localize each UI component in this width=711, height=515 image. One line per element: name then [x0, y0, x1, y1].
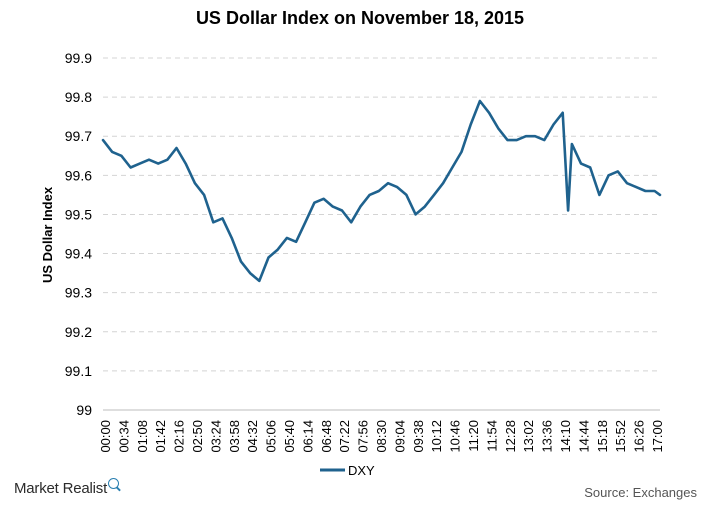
- x-tick-label: 14:44: [576, 420, 591, 453]
- x-tick-label: 07:56: [356, 420, 371, 453]
- x-tick-label: 00:34: [116, 420, 131, 453]
- x-tick-label: 02:50: [190, 420, 205, 453]
- x-tick-label: 11:54: [484, 420, 499, 452]
- y-tick-label: 99.4: [65, 246, 92, 262]
- x-tick-label: 06:48: [319, 420, 334, 453]
- x-tick-label: 17:00: [650, 420, 665, 453]
- x-tick-label: 09:04: [392, 420, 407, 453]
- x-tick-label: 16:26: [632, 420, 647, 453]
- y-tick-label: 99.8: [65, 89, 92, 105]
- y-axis-ticks: 99 99.1 99.2 99.3 99.4 99.5 99.6 99.7 99.8 99.9: [65, 50, 92, 418]
- gridlines: [103, 57, 660, 372]
- y-tick-label: 99: [76, 402, 92, 418]
- y-tick-label: 99.1: [65, 363, 92, 379]
- x-tick-label: 15:52: [613, 420, 628, 453]
- legend: DXY: [320, 463, 375, 478]
- y-tick-label: 99.7: [65, 128, 92, 144]
- x-tick-label: 14:10: [558, 420, 573, 453]
- y-axis-label: US Dollar Index: [40, 186, 55, 283]
- x-tick-label: 02:16: [172, 420, 187, 453]
- x-tick-label: 11:20: [466, 420, 481, 452]
- x-tick-label: 06:14: [300, 420, 315, 453]
- magnifier-icon: [108, 478, 120, 489]
- legend-label-dxy: DXY: [348, 463, 375, 478]
- y-tick-label: 99.2: [65, 324, 92, 340]
- x-axis-ticks: 00:00 00:34 01:08 01:42 02:16 02:50 03:24 03:58…: [98, 420, 665, 453]
- series-lines: [101, 99, 662, 283]
- chart-title: US Dollar Index on November 18, 2015: [196, 8, 524, 28]
- x-tick-label: 07:22: [337, 420, 352, 453]
- source-note: Source: Exchanges: [584, 485, 697, 500]
- x-tick-label: 05:06: [264, 420, 279, 453]
- y-tick-label: 99.9: [65, 50, 92, 66]
- x-tick-label: 05:40: [282, 420, 297, 453]
- x-tick-label: 12:28: [503, 420, 518, 453]
- x-tick-label: 13:36: [540, 420, 555, 453]
- x-tick-label: 03:58: [227, 420, 242, 453]
- x-tick-label: 13:02: [521, 420, 536, 453]
- x-tick-label: 09:38: [411, 420, 426, 453]
- x-tick-label: 10:12: [429, 420, 444, 453]
- x-tick-label: 15:18: [595, 420, 610, 453]
- x-tick-label: 10:46: [448, 420, 463, 453]
- x-tick-label: 08:30: [374, 420, 389, 453]
- y-tick-label: 99.6: [65, 167, 92, 183]
- series-line-dxy: [101, 99, 662, 283]
- x-tick-label: 01:42: [153, 420, 168, 453]
- brand-name: Market Realist: [14, 480, 108, 497]
- y-tick-label: 99.3: [65, 285, 92, 301]
- brand-logo: Market Realist: [14, 478, 120, 497]
- x-tick-label: 01:08: [135, 420, 150, 453]
- x-tick-label: 03:24: [208, 420, 223, 453]
- y-tick-label: 99.5: [65, 206, 92, 222]
- x-tick-label: 04:32: [245, 420, 260, 453]
- x-tick-label: 00:00: [98, 420, 113, 453]
